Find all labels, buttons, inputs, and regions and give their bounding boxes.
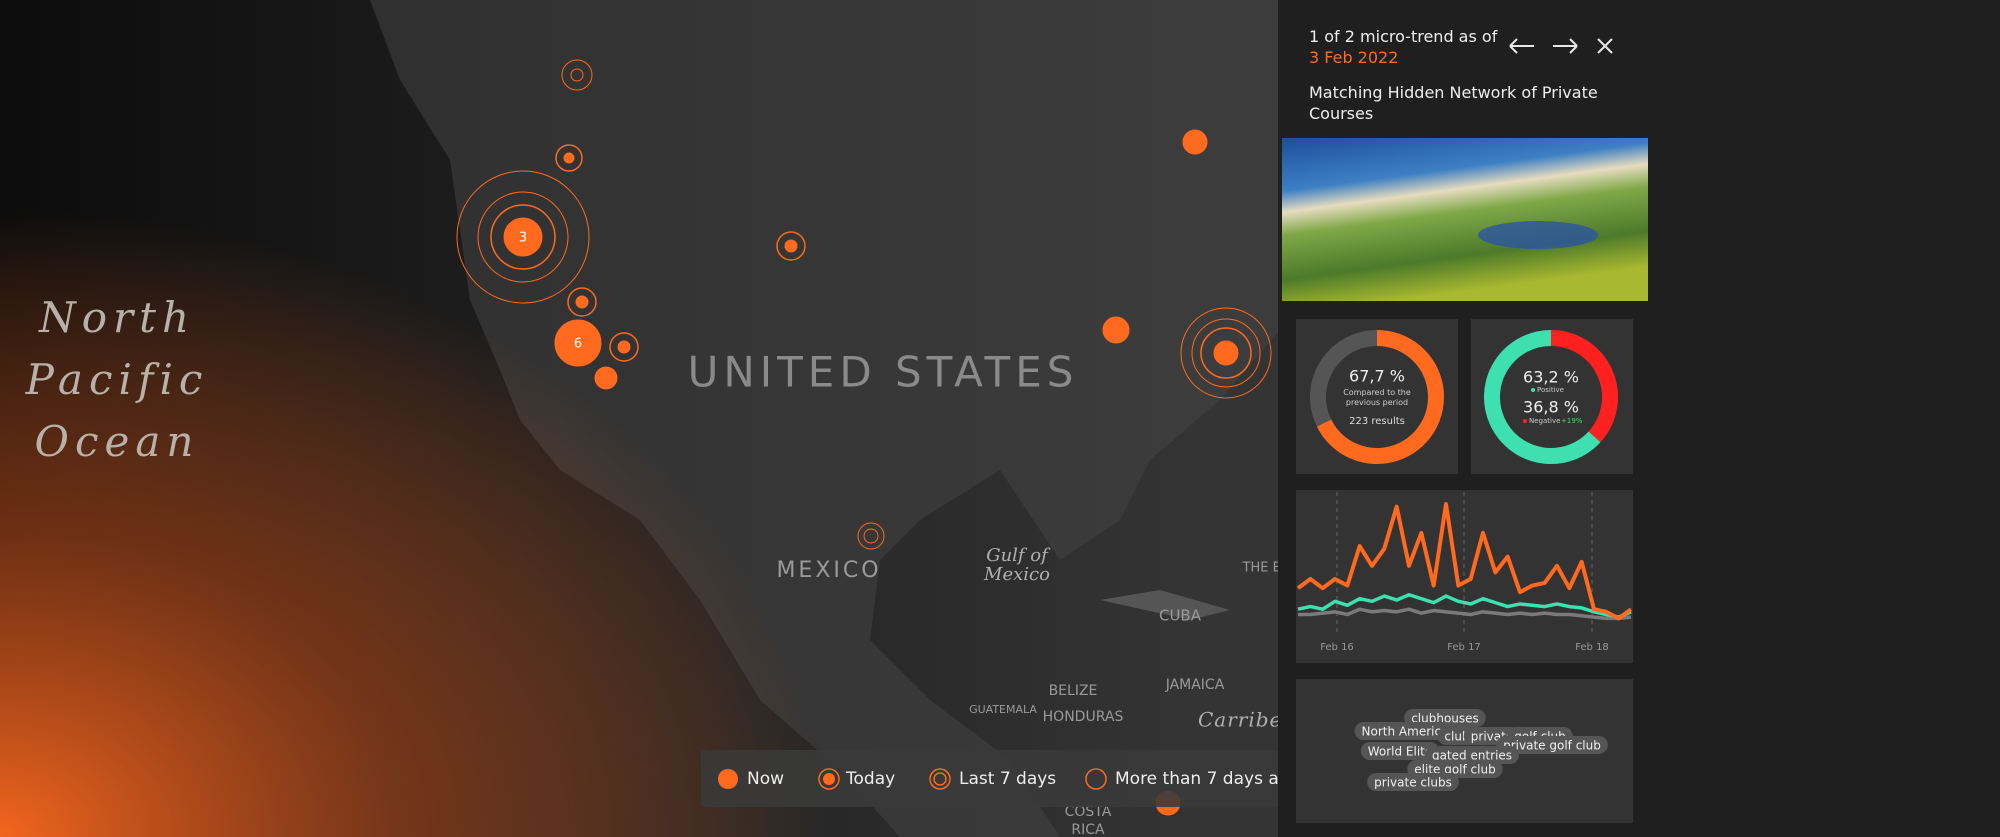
legend-icon — [929, 768, 951, 790]
marker-ring — [570, 68, 584, 82]
marker-ring — [776, 231, 806, 261]
keyword-pill — [1424, 746, 1520, 764]
marker-ring — [555, 144, 583, 172]
marker-ring — [609, 332, 639, 362]
positive-value: 63,2 % — [1523, 368, 1579, 387]
ocean-label: Pacific — [25, 355, 209, 404]
trend-date: 3 Feb 2022 — [1309, 48, 1399, 67]
marker-ring — [477, 191, 569, 283]
place-label: MEXICO — [776, 558, 881, 583]
place-label: JAMAICA — [1165, 677, 1225, 693]
card — [1296, 490, 1633, 663]
place-label: CUBA — [1159, 607, 1202, 625]
legend-icon — [1085, 768, 1107, 790]
legend-icon — [933, 772, 947, 786]
keyword-pill — [1496, 736, 1608, 754]
trend-line — [1297, 593, 1632, 619]
marker-count: 3 — [519, 231, 527, 246]
place-label: GUATEMALA — [969, 703, 1037, 716]
photo-lake — [1478, 221, 1598, 249]
place-label: HONDURAS — [1043, 709, 1124, 725]
legend-label[interactable]: More than 7 days ago — [1115, 769, 1300, 789]
marker-ring — [857, 522, 885, 550]
trend-title: Matching Hidden Network of Private Cours… — [1309, 83, 1598, 123]
place-label: BELIZE — [1049, 683, 1098, 699]
keyword: private golf club — [1503, 739, 1601, 753]
keyword: North America — [1362, 725, 1449, 739]
keyword: private clubs — [1374, 776, 1452, 790]
place-label: RICA — [1071, 822, 1105, 837]
marker-ring — [1200, 327, 1252, 379]
marker-ring — [561, 59, 593, 91]
keyword-pill — [1354, 722, 1456, 740]
legend-icon — [818, 768, 840, 790]
negative-change: +19% — [1561, 417, 1583, 425]
volume-note: Compared to the previous period — [1343, 388, 1411, 407]
marker-dot — [1213, 340, 1239, 366]
panel-graphics: 67,7 % 223 results 63,2 % Positive 36,8 … — [1282, 38, 1648, 823]
close-button[interactable] — [1597, 38, 1613, 54]
legend-label[interactable]: Now — [747, 769, 784, 789]
keyword-pill — [1360, 742, 1440, 760]
marker-dot — [784, 239, 798, 253]
x-label: Feb 16 — [1320, 642, 1354, 653]
negative-value: 36,8 % — [1523, 398, 1579, 417]
x-label: Feb 17 — [1447, 642, 1481, 653]
marker-dot — [1182, 129, 1208, 155]
keyword-pill — [1367, 773, 1459, 791]
marker-dot — [594, 366, 618, 390]
marker-count: 6 — [574, 337, 582, 352]
marker-dot — [554, 319, 602, 367]
positive-name: Positive — [1537, 386, 1564, 394]
place-label: COSTA — [1065, 804, 1112, 820]
gulf-label: Gulf of — [986, 545, 1051, 566]
marker-ring — [863, 528, 879, 544]
results: 223 results — [1349, 416, 1405, 427]
keyword: World Elite — [1368, 745, 1433, 759]
marker-dot — [617, 340, 631, 354]
ocean-label: North — [38, 293, 195, 342]
trend-panel: 67,7 % 223 results 63,2 % Positive 36,8 … — [1278, 0, 2000, 837]
legend-label[interactable]: Last 7 days — [959, 769, 1056, 789]
keyword: club — [1444, 730, 1469, 744]
gulf-label: Mexico — [983, 564, 1050, 585]
negative-name: Negative — [1529, 417, 1560, 425]
marker-dot — [563, 152, 575, 164]
prev-button[interactable] — [1509, 38, 1534, 54]
negative-dot — [1523, 419, 1527, 423]
trend-line — [1296, 502, 1633, 621]
legend: Now Today Last 7 days More than 7 days a… — [701, 750, 1301, 807]
country-label: UNITED STATES — [688, 348, 1079, 397]
marker-dot — [1102, 316, 1130, 344]
x-label: Feb 18 — [1575, 642, 1609, 653]
marker-ring — [456, 170, 590, 304]
volume-value: 67,7 % — [1349, 367, 1405, 386]
next-button[interactable] — [1553, 38, 1578, 54]
legend-label[interactable]: Today — [845, 769, 895, 789]
trend-counter: 1 of 2 micro-trend as of — [1309, 27, 1498, 46]
marker-ring — [1191, 318, 1261, 388]
legend-icon — [718, 769, 738, 789]
legend-icon — [823, 773, 835, 785]
ocean-label: Ocean — [35, 417, 200, 466]
donut-arc — [1484, 330, 1601, 464]
keyword: gated entries — [1432, 749, 1512, 763]
donut-arc — [1550, 330, 1618, 443]
marker-ring — [1180, 307, 1272, 399]
marker-dot — [575, 295, 589, 309]
donut-arc — [1316, 330, 1444, 464]
marker-dot — [503, 217, 543, 257]
legend-box — [701, 750, 1301, 807]
course-photo — [1282, 138, 1648, 301]
trend-line — [1298, 607, 1632, 621]
marker-ring — [490, 204, 556, 270]
positive-dot — [1531, 388, 1535, 392]
marker-ring — [567, 287, 597, 317]
